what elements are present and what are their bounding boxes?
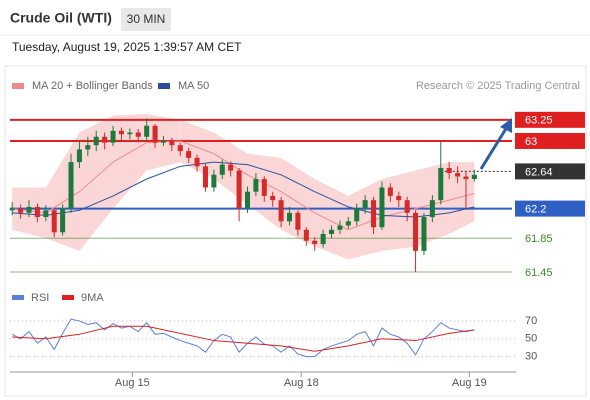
bollinger-band: [381, 170, 416, 251]
candle-body: [455, 173, 461, 177]
candle-body: [379, 187, 385, 228]
candle-body: [286, 212, 293, 222]
candle-body: [34, 206, 40, 218]
arrow-head: [500, 118, 512, 133]
candle-body: [429, 200, 435, 218]
candle-body: [471, 174, 477, 180]
interval-badge: [121, 8, 171, 31]
candle-body: [76, 149, 82, 163]
x-tick-label: Aug 15: [115, 377, 150, 389]
candle-body: [110, 130, 116, 143]
price-level-label: 61.85: [525, 233, 553, 245]
candle-body: [278, 200, 284, 222]
candle-body: [463, 176, 469, 180]
x-tick-label: Aug 18: [284, 377, 319, 389]
candle-body: [446, 168, 452, 174]
legend-swatch: [12, 83, 24, 89]
candle-body: [362, 200, 368, 209]
price-level-label: 62.64: [525, 166, 553, 178]
candle-body: [60, 208, 66, 233]
candle-body: [219, 164, 225, 175]
candle-body: [18, 208, 24, 213]
candle-body: [144, 125, 150, 137]
candle-body: [152, 125, 158, 143]
indicator-line: [11, 318, 475, 358]
candle-body: [345, 221, 351, 226]
legend-label: 9MA: [81, 292, 104, 304]
x-tick-label: Aug 19: [452, 377, 487, 389]
ma-line: [12, 140, 475, 231]
candle-body: [135, 132, 141, 137]
candle-body: [329, 229, 335, 234]
bollinger-band: [449, 162, 475, 234]
indicator-line: [12, 325, 475, 352]
candle-body: [85, 145, 91, 150]
candle-body: [127, 132, 133, 135]
candle-body: [169, 140, 175, 146]
y-tick-label: 70: [525, 315, 537, 327]
candle-body: [186, 151, 192, 158]
candle-body: [404, 200, 410, 213]
candle-body: [253, 179, 259, 192]
price-level-label: 63: [525, 136, 537, 148]
candle-body: [202, 166, 208, 188]
price-level-label: 62.2: [525, 204, 546, 216]
candle-body: [194, 157, 200, 167]
legend-swatch: [12, 295, 24, 300]
candle-body: [337, 225, 343, 230]
candle-body: [68, 162, 74, 209]
legend-swatch: [158, 83, 170, 89]
ma-line: [12, 161, 475, 218]
price-level-label: 63.25: [525, 115, 553, 127]
price-level-box: [515, 163, 585, 180]
candle-body: [102, 136, 108, 143]
candle-body: [295, 212, 301, 230]
forecast-arrow: [479, 118, 512, 170]
legend-label: RSI: [31, 292, 49, 304]
candle-body: [270, 195, 276, 201]
candle-body: [211, 174, 217, 188]
legend-label: MA 50: [178, 80, 209, 92]
candle-body: [26, 206, 32, 213]
candle-body: [236, 170, 242, 209]
price-level-label: 61.45: [525, 267, 553, 279]
candle-body: [421, 217, 427, 251]
legend-label: MA 20 + Bollinger Bands: [32, 80, 153, 92]
candle-body: [396, 195, 402, 201]
arrow-shaft: [479, 126, 509, 170]
candle-body: [303, 229, 309, 241]
candle-body: [43, 210, 49, 218]
candle-body: [51, 210, 57, 233]
price-level-box: [515, 132, 585, 149]
candle-body: [312, 240, 318, 245]
candle-body: [320, 233, 326, 245]
chart-frame: [4, 65, 587, 397]
timestamp: Tuesday, August 19, 2025 1:39:57 AM CET: [12, 40, 242, 54]
y-tick-label: 50: [525, 333, 537, 345]
instrument-title: Crude Oil (WTI): [10, 10, 112, 26]
source: Research © 2025 Trading Central: [416, 80, 580, 92]
y-tick-label: 30: [525, 351, 537, 363]
price-level-box: [515, 111, 585, 128]
legend-swatch: [62, 295, 74, 300]
candle-body: [244, 191, 251, 209]
candle-body: [261, 179, 267, 196]
candle-body: [413, 212, 419, 251]
candle-body: [9, 208, 15, 211]
candle-body: [93, 136, 99, 146]
candle-body: [228, 164, 234, 171]
candle-body: [160, 140, 166, 143]
candle-body: [438, 168, 444, 201]
candle-body: [118, 130, 124, 135]
candle-body: [354, 208, 360, 222]
candle-body: [387, 187, 393, 196]
candle-body: [371, 200, 377, 228]
candle-body: [177, 145, 183, 152]
interval: 30 MIN: [127, 12, 166, 26]
price-level-box: [515, 200, 585, 217]
